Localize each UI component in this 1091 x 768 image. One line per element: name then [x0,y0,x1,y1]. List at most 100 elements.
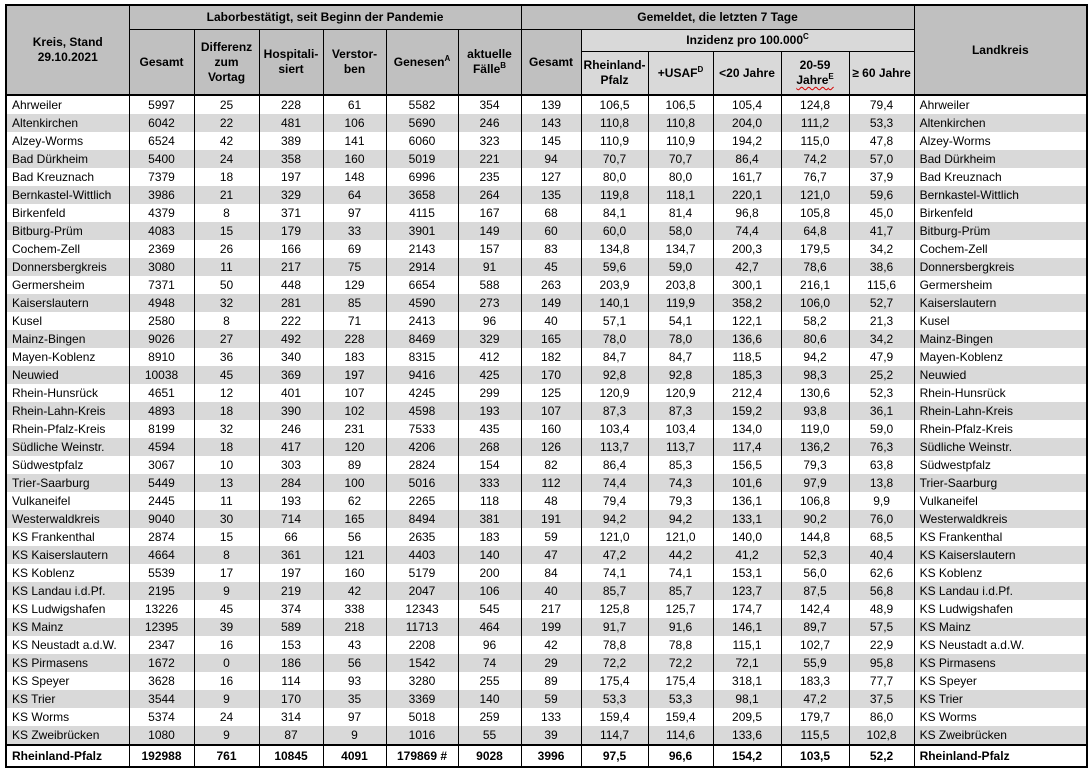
value-cell: 59,6 [848,186,915,204]
value-cell: 80,6 [780,330,850,348]
value-cell: 115,5 [780,726,850,745]
table-row: Südwestpfalz 3067 10 303 89 2824 154 82 86,4 85,3… [5,456,1088,474]
district-name-cell: Rheinland-Pfalz [5,744,130,767]
value-cell: 255 [457,672,522,690]
value-cell: 329 [457,330,522,348]
landkreis-name-cell: KS Speyer [913,672,1088,690]
value-cell: 6996 [385,168,459,186]
value-cell: 228 [258,94,324,114]
value-cell: 42 [520,636,582,654]
landkreis-name-cell: Trier-Saarburg [913,474,1088,492]
value-cell: 217 [520,600,582,618]
value-cell: 13226 [128,600,195,618]
value-cell: 72,1 [712,654,782,672]
value-cell: 492 [258,330,324,348]
value-cell: 194,2 [712,132,782,150]
district-name-cell: Bernkastel-Wittlich [5,186,130,204]
value-cell: 86,4 [712,150,782,168]
value-cell: 148 [322,168,387,186]
value-cell: 273 [457,294,522,312]
header-inzidenz-band: Inzidenz pro 100.000C [580,29,915,52]
value-cell: 2874 [128,528,195,546]
district-name-cell: KS Trier [5,690,130,708]
table-row: Kaiserslautern 4948 32 281 85 4590 273 149 140,1… [5,294,1088,312]
value-cell: 78,8 [647,636,714,654]
value-cell: 4206 [385,438,459,456]
value-cell: 358,2 [712,294,782,312]
value-cell: 134,0 [712,420,782,438]
value-cell: 448 [258,276,324,294]
value-cell: 48,9 [848,600,915,618]
value-cell: 3986 [128,186,195,204]
value-cell: 57,1 [580,312,649,330]
value-cell: 333 [457,474,522,492]
value-cell: 62 [322,492,387,510]
value-cell: 3901 [385,222,459,240]
district-name-cell: Trier-Saarburg [5,474,130,492]
value-cell: 5016 [385,474,459,492]
value-cell: 122,1 [712,312,782,330]
value-cell: 84,1 [580,204,649,222]
value-cell: 588 [457,276,522,294]
value-cell: 33 [322,222,387,240]
kreis-stand-label: Kreis, Stand 29.10.2021 [32,35,103,64]
value-cell: 87,5 [780,582,850,600]
district-name-cell: Kusel [5,312,130,330]
value-cell: 48 [520,492,582,510]
value-cell: 2047 [385,582,459,600]
value-cell: 338 [322,600,387,618]
value-cell: 56 [322,528,387,546]
value-cell: 361 [258,546,324,564]
value-cell: 18 [193,402,260,420]
value-cell: 118,1 [647,186,714,204]
value-cell: 91 [457,258,522,276]
value-cell: 18 [193,438,260,456]
value-cell: 4590 [385,294,459,312]
landkreis-name-cell: Kaiserslautern [913,294,1088,312]
district-name-cell: Birkenfeld [5,204,130,222]
value-cell: 40 [520,582,582,600]
value-cell: 11 [193,492,260,510]
value-cell: 47,2 [580,546,649,564]
spellcheck-squiggle: JahreE [796,73,833,88]
district-name-cell: Südliche Weinstr. [5,438,130,456]
value-cell: 106,5 [580,94,649,114]
district-name-cell: Mainz-Bingen [5,330,130,348]
header-row-inzidenz-columns: Rheinland- Pfalz +USAFD <20 Jahre 20-59 … [6,51,1087,96]
value-cell: 107 [520,402,582,420]
verstorben-label: Verstor- ben [331,47,378,76]
landkreis-name-cell: Alzey-Worms [913,132,1088,150]
value-cell: 9040 [128,510,195,528]
header-inzidenz-usaf: +USAFD [647,51,714,96]
landkreis-name-cell: KS Neustadt a.d.W. [913,636,1088,654]
value-cell: 185,3 [712,366,782,384]
district-name-cell: Alzey-Worms [5,132,130,150]
value-cell: 25 [193,94,260,114]
value-cell: 4598 [385,402,459,420]
value-cell: 197 [258,564,324,582]
value-cell: 127 [520,168,582,186]
value-cell: 369 [258,366,324,384]
value-cell: 29 [520,654,582,672]
value-cell: 170 [520,366,582,384]
value-cell: 8 [193,546,260,564]
value-cell: 5582 [385,94,459,114]
labor-section-label: Laborbestätigt, seit Beginn der Pandemie [206,10,444,24]
landkreis-name-cell: Donnersbergkreis [913,258,1088,276]
value-cell: 68 [520,204,582,222]
value-cell: 74,3 [647,474,714,492]
district-name-cell: Mayen-Koblenz [5,348,130,366]
value-cell: 27 [193,330,260,348]
jahre-20-59-prefix: 20-59 [799,58,831,72]
value-cell: 64,8 [780,222,850,240]
value-cell: 97 [322,708,387,726]
value-cell: 74,4 [712,222,782,240]
landkreis-name-cell: Bernkastel-Wittlich [913,186,1088,204]
value-cell: 4245 [385,384,459,402]
landkreis-name-cell: Birkenfeld [913,204,1088,222]
value-cell: 318,1 [712,672,782,690]
value-cell: 5179 [385,564,459,582]
table-row: KS Trier 3544 9 170 35 3369 140 59 53,3 53,3 98,1 4… [5,690,1088,708]
value-cell: 84 [520,564,582,582]
value-cell: 197 [322,366,387,384]
